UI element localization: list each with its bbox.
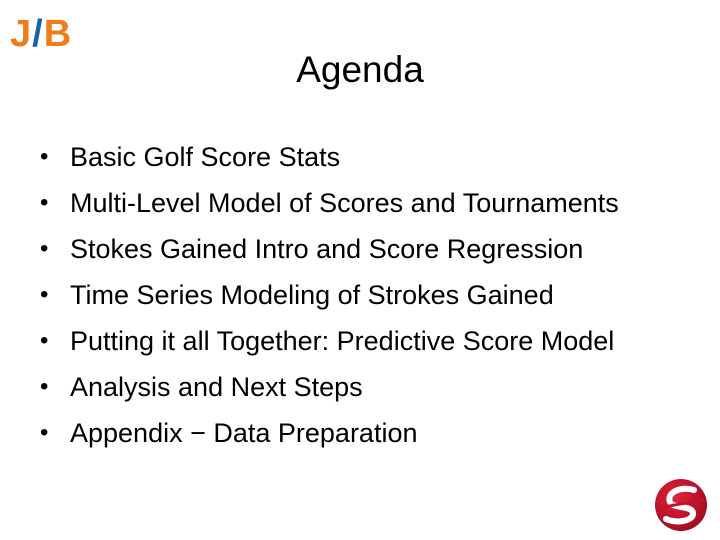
agenda-item: • Multi-Level Model of Scores and Tournam… — [40, 180, 710, 226]
bullet-icon: • — [40, 143, 49, 170]
agenda-item: • Appendix − Data Preparation — [40, 410, 710, 456]
agenda-item-text: Analysis and Next Steps — [70, 372, 363, 402]
agenda-item-text: Appendix − Data Preparation — [70, 418, 418, 448]
bullet-icon: • — [40, 189, 49, 216]
agenda-item: • Analysis and Next Steps — [40, 364, 710, 410]
jb-logo: J/B — [10, 12, 72, 56]
jb-logo-slash: / — [32, 13, 44, 55]
bullet-icon: • — [40, 419, 49, 446]
agenda-item: • Basic Golf Score Stats — [40, 134, 710, 180]
agenda-item: • Putting it all Together: Predictive Sco… — [40, 318, 710, 364]
agenda-item-text: Multi-Level Model of Scores and Tourname… — [70, 188, 619, 218]
bullet-icon: • — [40, 281, 49, 308]
jb-logo-b: B — [43, 13, 73, 55]
red-s-swoosh-logo-icon — [655, 479, 707, 531]
agenda-item: • Time Series Modeling of Strokes Gained — [40, 272, 710, 318]
bullet-icon: • — [40, 327, 49, 354]
agenda-item-text: Putting it all Together: Predictive Scor… — [70, 326, 615, 356]
agenda-item-text: Stokes Gained Intro and Score Regression — [70, 234, 584, 264]
bullet-icon: • — [40, 373, 49, 400]
jb-logo-j: J — [10, 13, 33, 55]
agenda-item-text: Time Series Modeling of Strokes Gained — [70, 280, 554, 310]
bullet-icon: • — [40, 235, 49, 262]
agenda-item: • Stokes Gained Intro and Score Regressio… — [40, 226, 710, 272]
agenda-item-text: Basic Golf Score Stats — [70, 142, 341, 172]
agenda-list: • Basic Golf Score Stats • Multi-Level Mod… — [40, 134, 710, 456]
slide-title: Agenda — [296, 49, 424, 90]
